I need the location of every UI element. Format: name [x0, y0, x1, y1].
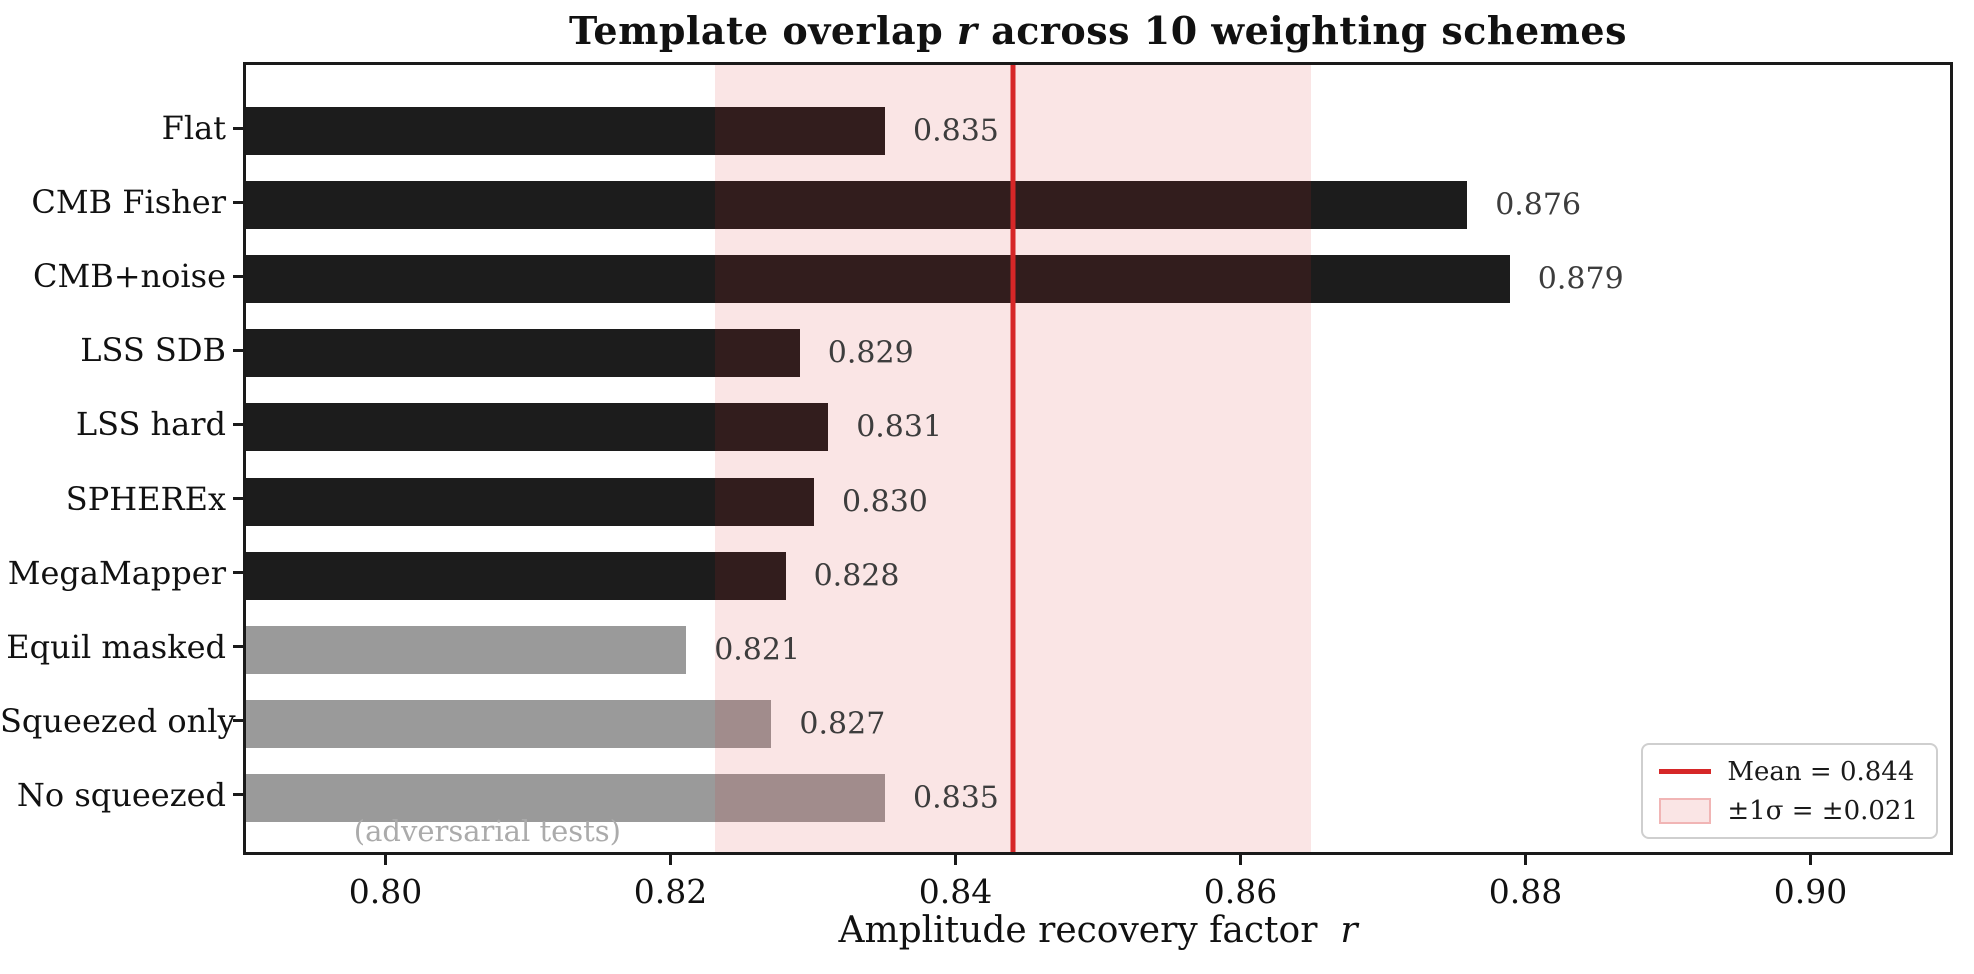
bar-no-squeezed [246, 773, 885, 822]
y-tick-label: LSS SDB [80, 331, 226, 370]
bar-value-label: 0.831 [856, 409, 943, 445]
bar-cmb-noise [246, 255, 1510, 304]
y-tick-mark [233, 645, 243, 649]
chart-title-suffix: across 10 weighting schemes [977, 8, 1627, 53]
y-tick-mark [233, 719, 243, 723]
x-axis-label: Amplitude recovery factor r [243, 910, 1953, 951]
bar-value-label: 0.828 [813, 558, 900, 594]
y-tick-mark [233, 793, 243, 797]
x-axis-label-prefix: Amplitude recovery factor [838, 910, 1329, 951]
y-tick-mark [233, 348, 243, 352]
x-tick-label: 0.88 [1488, 872, 1563, 911]
y-tick-label: CMB+noise [32, 257, 226, 296]
y-tick-mark [233, 422, 243, 426]
bar-value-label: 0.821 [714, 632, 801, 668]
legend-row-band: ±1σ = ±0.021 [1659, 794, 1918, 827]
y-tick-label: No squeezed [16, 775, 226, 814]
y-tick-label: SPHEREx [65, 479, 226, 518]
bar-spherex [246, 477, 814, 526]
chart-title: Template overlap r across 10 weighting s… [243, 8, 1953, 54]
y-tick-label: CMB Fisher [31, 183, 226, 222]
bar-value-label: 0.827 [799, 706, 886, 742]
y-tick-label: Flat [161, 109, 226, 147]
y-tick-mark [233, 497, 243, 500]
x-tick-mark [1524, 855, 1527, 865]
y-tick-mark [233, 200, 243, 204]
x-tick-label: 0.86 [1203, 872, 1278, 911]
y-tick-label: MegaMapper [7, 553, 226, 592]
x-tick-mark [1239, 855, 1242, 865]
bar-value-label: 0.876 [1495, 187, 1582, 223]
bar-cmb-fisher [246, 181, 1468, 230]
x-tick-label: 0.80 [348, 872, 423, 911]
x-tick-mark [669, 855, 672, 865]
x-tick-mark [954, 855, 957, 865]
x-tick-mark [384, 855, 387, 865]
y-tick-label: LSS hard [75, 405, 226, 444]
adversarial-tests-annotation: (adversarial tests) [353, 813, 621, 848]
x-tick-mark [1809, 855, 1812, 865]
x-tick-label: 0.84 [918, 872, 993, 911]
bar-value-label: 0.835 [913, 113, 999, 149]
y-tick-mark [233, 274, 243, 278]
legend-row-mean: Mean = 0.844 [1659, 755, 1918, 788]
mean-line [1010, 65, 1016, 852]
bar-value-label: 0.829 [827, 335, 914, 371]
y-tick-mark [233, 571, 243, 575]
x-tick-label: 0.90 [1773, 872, 1848, 911]
sigma-band-swatch [1659, 797, 1712, 824]
bar-megamapper [246, 551, 786, 600]
bar-value-label: 0.879 [1537, 261, 1624, 297]
bar-lss-hard [246, 403, 829, 452]
y-tick-label: Squeezed only [0, 701, 236, 740]
y-tick-label: Equil masked [6, 627, 226, 666]
x-axis-label-italic-r: r [1340, 910, 1358, 951]
chart-title-italic-r: r [956, 8, 978, 53]
bar-value-label: 0.830 [841, 484, 928, 519]
plot-area: Mean = 0.844 ±1σ = ±0.021 0.835 0.876 0.87… [243, 62, 1953, 855]
legend-label-band: ±1σ = ±0.021 [1727, 795, 1918, 826]
bar-lss-sdb [246, 329, 800, 378]
bar-flat [246, 107, 885, 155]
chart-title-prefix: Template overlap [569, 8, 957, 53]
mean-line-swatch [1659, 769, 1712, 774]
bar-squeezed-only [246, 699, 772, 748]
x-tick-label: 0.82 [633, 872, 708, 911]
bar-value-label: 0.835 [913, 780, 999, 816]
legend: Mean = 0.844 ±1σ = ±0.021 [1641, 743, 1938, 839]
legend-label-mean: Mean = 0.844 [1727, 756, 1915, 787]
bar-equil-masked [246, 625, 687, 674]
y-tick-mark [233, 126, 243, 130]
